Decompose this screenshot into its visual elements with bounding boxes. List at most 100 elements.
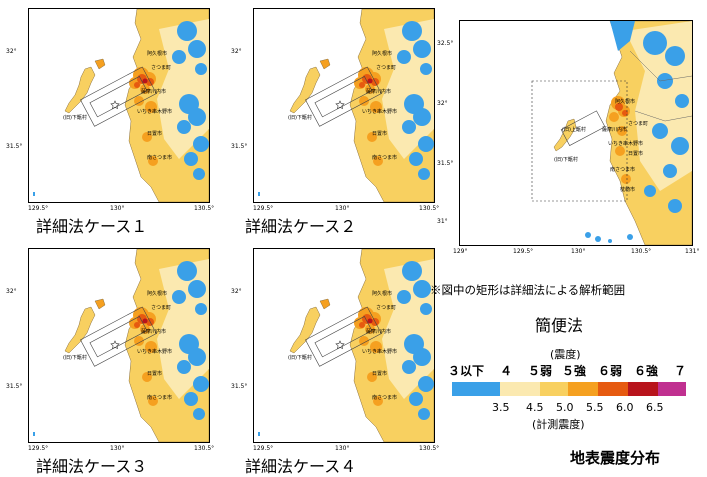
threshold-label: 3.5 bbox=[492, 401, 510, 414]
legend-title: (震度) bbox=[550, 348, 581, 361]
blue-6 bbox=[663, 164, 677, 178]
kami-koshiki-island bbox=[94, 58, 106, 70]
orange-zone-4 bbox=[134, 96, 144, 106]
town-label: 薩摩川内市 bbox=[602, 126, 627, 133]
orange-2 bbox=[609, 112, 619, 122]
blue-3 bbox=[675, 94, 689, 108]
y-tick-label: 31.5° bbox=[231, 383, 248, 390]
orange-zone-6 bbox=[367, 132, 377, 142]
color-swatch bbox=[500, 382, 540, 396]
intensity-blobs bbox=[70, 261, 209, 420]
blue-zone-2 bbox=[397, 290, 411, 304]
inner-rectangle bbox=[314, 316, 373, 358]
analysis-rectangles bbox=[305, 306, 382, 367]
town-label: 日置市 bbox=[147, 370, 162, 377]
blue-0 bbox=[643, 31, 667, 55]
blue-zone-8 bbox=[184, 392, 198, 406]
town-label: いちき串木野市 bbox=[362, 348, 397, 355]
orange-zone-7 bbox=[148, 396, 158, 406]
red-zone-2 bbox=[134, 82, 140, 88]
threshold-label: 6.0 bbox=[616, 401, 634, 414]
koshiki-islands bbox=[64, 306, 96, 354]
outer-rectangle bbox=[80, 306, 157, 367]
epicenter-star bbox=[110, 340, 120, 350]
outer-rectangle bbox=[305, 66, 382, 127]
analysis-rectangles bbox=[305, 66, 382, 127]
simple-analysis-rect bbox=[560, 110, 606, 146]
blue-5 bbox=[671, 137, 689, 155]
x-tick-label: 129° bbox=[453, 248, 468, 255]
blue-zone-1 bbox=[413, 280, 431, 298]
x-tick-label: 129.5° bbox=[28, 205, 49, 212]
town-label: 薩摩川内市 bbox=[141, 88, 166, 95]
detailed-panel-1: 阿久根市 さつま町 薩摩川内市 いちき串木野市 日置市 南さつま市 (旧)下甑村 32° 31.… bbox=[0, 0, 230, 240]
measured-intensity-label: (計測震度) bbox=[532, 418, 585, 431]
red-zone-2 bbox=[359, 322, 365, 328]
inner-rectangle bbox=[314, 76, 373, 118]
color-swatch bbox=[540, 382, 568, 396]
blue-zone-0 bbox=[177, 261, 197, 281]
y-tick-label: 31.5° bbox=[437, 160, 454, 167]
small-islet bbox=[33, 432, 35, 436]
town-label: 薩摩川内市 bbox=[366, 88, 391, 95]
y-tick-label: 32° bbox=[231, 48, 242, 55]
color-swatch bbox=[568, 382, 598, 396]
town-label: さつま町 bbox=[151, 304, 171, 311]
town-label: (旧)下甑村 bbox=[288, 354, 312, 361]
blue-8 bbox=[668, 199, 682, 213]
blue-zone-3 bbox=[195, 303, 207, 315]
darkred-zone-0 bbox=[142, 318, 148, 324]
kami-koshiki-island bbox=[319, 298, 331, 310]
intensity-class-label: ６強 bbox=[634, 364, 659, 378]
town-label: いちき串木野市 bbox=[137, 108, 172, 115]
y-tick-label: 31.5° bbox=[6, 143, 23, 150]
y-tick-label: 32° bbox=[6, 288, 17, 295]
town-label: 阿久根市 bbox=[372, 290, 392, 297]
town-label: 阿久根市 bbox=[147, 50, 167, 57]
x-tick-label: 130° bbox=[335, 445, 350, 452]
blue-zone-1 bbox=[188, 40, 206, 58]
small-islet bbox=[258, 192, 260, 196]
analysis-rectangles bbox=[80, 66, 157, 127]
blue-zone-7 bbox=[418, 376, 434, 392]
blue-zone-3 bbox=[195, 63, 207, 75]
blue-zone-9 bbox=[418, 168, 430, 180]
x-tick-label: 130.5° bbox=[194, 205, 215, 212]
orange-zone-7 bbox=[373, 396, 383, 406]
blue-zone-9 bbox=[193, 168, 205, 180]
x-tick-label: 129.5° bbox=[513, 248, 534, 255]
blue-zone-6 bbox=[177, 120, 191, 134]
town-label: 南さつま市 bbox=[610, 166, 635, 173]
x-tick-label: 129.5° bbox=[28, 445, 49, 452]
town-label: いちき串木野市 bbox=[608, 140, 643, 147]
y-tick-label: 32° bbox=[6, 48, 17, 55]
intensity-blobs bbox=[295, 261, 434, 420]
simple-caption: 簡便法 bbox=[535, 316, 584, 335]
darkred-zone-0 bbox=[367, 318, 373, 324]
orange-4 bbox=[615, 146, 625, 156]
blue-zone-6 bbox=[402, 360, 416, 374]
x-tick-label: 129.5° bbox=[253, 205, 274, 212]
town-label: (旧)下甑村 bbox=[288, 114, 312, 121]
blue-zone-3 bbox=[420, 303, 432, 315]
orange-zone-7 bbox=[373, 156, 383, 166]
town-label: (旧)下甑村 bbox=[63, 354, 87, 361]
islet-0 bbox=[585, 232, 591, 238]
blue-zone-9 bbox=[193, 408, 205, 420]
analysis-range-note: ※図中の矩形は詳細法による解析範囲 bbox=[430, 283, 626, 297]
outer-rectangle bbox=[80, 66, 157, 127]
orange-zone-3 bbox=[140, 324, 150, 334]
y-tick-label: 32.5° bbox=[437, 40, 454, 47]
blue-zone-8 bbox=[409, 392, 423, 406]
x-tick-label: 130° bbox=[571, 248, 586, 255]
epicenter-star bbox=[110, 100, 120, 110]
orange-zone-6 bbox=[142, 372, 152, 382]
orange-3 bbox=[617, 126, 627, 136]
koshiki-islands bbox=[289, 66, 321, 114]
islet-1 bbox=[595, 236, 601, 242]
epicenter-star bbox=[335, 100, 345, 110]
figure-title: 地表震度分布 bbox=[570, 449, 661, 467]
